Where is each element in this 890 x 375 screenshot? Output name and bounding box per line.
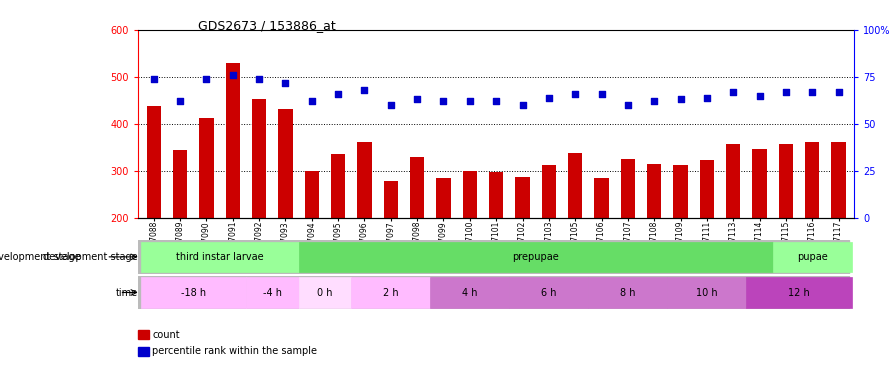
Bar <box>773 242 852 272</box>
Text: third instar larvae: third instar larvae <box>176 252 263 262</box>
Point <box>384 102 398 108</box>
Bar <box>568 153 582 218</box>
Bar <box>831 142 845 218</box>
Text: pupae: pupae <box>797 252 828 262</box>
Point <box>620 102 635 108</box>
Text: count: count <box>152 330 180 339</box>
Bar <box>542 165 556 218</box>
Point <box>147 76 161 82</box>
Point <box>674 96 688 102</box>
Bar <box>141 278 246 308</box>
Text: 8 h: 8 h <box>620 288 635 297</box>
Bar <box>515 177 530 218</box>
Bar <box>147 106 161 218</box>
Bar <box>410 157 425 218</box>
Bar <box>436 178 450 218</box>
Text: 2 h: 2 h <box>383 288 399 297</box>
Bar <box>431 278 509 308</box>
Bar <box>199 118 214 218</box>
Bar <box>747 278 852 308</box>
Point <box>805 89 820 95</box>
Point <box>226 72 240 78</box>
Bar <box>141 242 299 272</box>
Point <box>331 91 345 97</box>
Bar <box>304 171 319 217</box>
Point <box>831 89 845 95</box>
Text: 6 h: 6 h <box>541 288 556 297</box>
Text: -4 h: -4 h <box>263 288 282 297</box>
Bar <box>331 154 345 218</box>
Point <box>542 94 556 100</box>
Bar <box>225 63 240 217</box>
Text: 4 h: 4 h <box>462 288 478 297</box>
Bar <box>357 142 372 218</box>
Bar <box>352 278 431 308</box>
Point <box>463 98 477 104</box>
Bar <box>700 160 714 218</box>
Point <box>358 87 372 93</box>
Text: development stage: development stage <box>0 252 81 262</box>
Bar <box>299 278 352 308</box>
Bar <box>779 144 793 218</box>
Point <box>199 76 214 82</box>
Bar <box>384 181 398 218</box>
Point <box>173 98 187 104</box>
Bar <box>620 159 635 218</box>
Point <box>779 89 793 95</box>
Bar <box>279 109 293 217</box>
Bar <box>674 165 688 218</box>
Bar <box>647 164 661 218</box>
Text: development stage: development stage <box>44 252 138 262</box>
Bar <box>805 142 820 218</box>
Text: -18 h: -18 h <box>181 288 206 297</box>
Text: 12 h: 12 h <box>789 288 810 297</box>
Text: GDS2673 / 153886_at: GDS2673 / 153886_at <box>198 19 336 32</box>
Point <box>752 93 766 99</box>
Bar <box>726 144 740 218</box>
Bar <box>588 278 668 308</box>
Bar <box>752 148 767 217</box>
Bar <box>299 242 773 272</box>
Point <box>252 76 266 82</box>
Point <box>595 91 609 97</box>
Bar <box>489 172 504 217</box>
Point <box>304 98 319 104</box>
Point <box>726 89 740 95</box>
Bar <box>246 278 299 308</box>
Text: prepupae: prepupae <box>513 252 559 262</box>
Bar <box>668 278 747 308</box>
Bar <box>173 150 187 217</box>
Point <box>515 102 530 108</box>
Point <box>410 96 425 102</box>
Text: 0 h: 0 h <box>317 288 333 297</box>
Bar <box>595 178 609 218</box>
Bar <box>252 99 266 218</box>
Point <box>700 94 714 100</box>
Bar <box>509 278 588 308</box>
Text: 10 h: 10 h <box>696 288 717 297</box>
Point <box>436 98 450 104</box>
Text: percentile rank within the sample: percentile rank within the sample <box>152 346 317 356</box>
Point <box>279 80 293 86</box>
Text: time: time <box>116 288 138 297</box>
Point <box>647 98 661 104</box>
Point <box>568 91 582 97</box>
Point <box>490 98 504 104</box>
Bar <box>463 171 477 217</box>
